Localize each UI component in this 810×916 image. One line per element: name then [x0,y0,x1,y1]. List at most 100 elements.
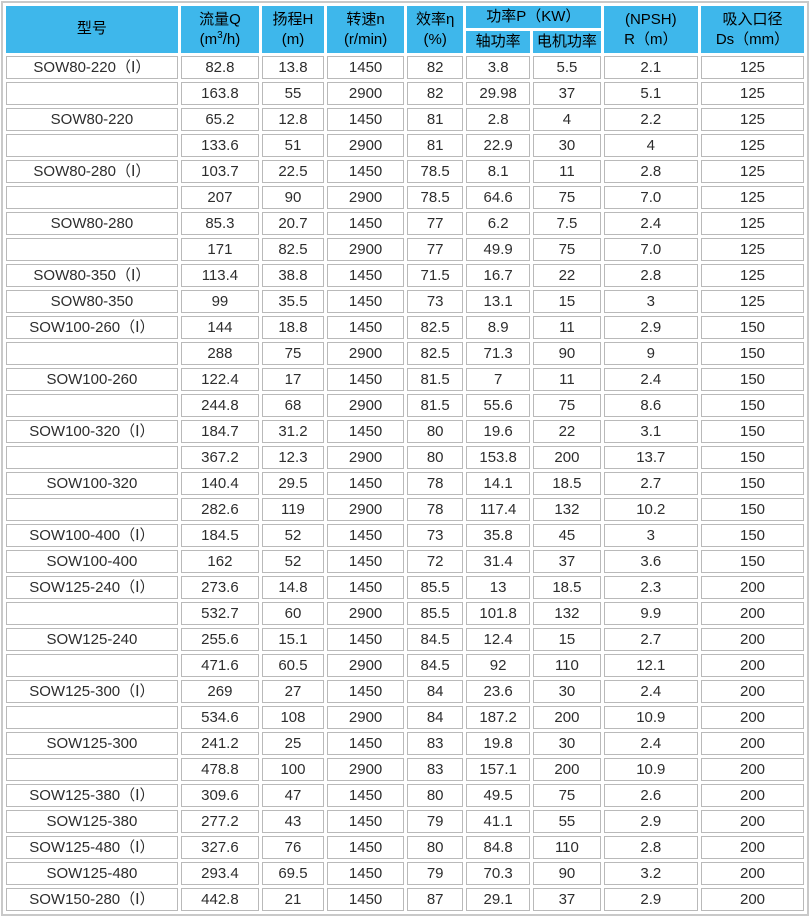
cell-motor-power: 75 [533,784,601,807]
cell-efficiency: 79 [407,810,464,833]
table-row: SOW125-480 293.4 69.5 1450 79 70.3 90 3.2 200 [6,862,804,885]
cell-speed: 1450 [326,420,405,443]
table-row: SOW125-300 241.2 25 1450 83 19.8 30 2.4 200 [6,732,804,755]
cell-npsh: 9 [603,342,698,365]
table-row: SOW100-260（Ⅰ） 144 18.8 1450 82.5 8.9 11 2.9 150 [6,316,804,339]
cell-speed: 2900 [326,654,405,677]
cell-npsh: 2.8 [603,264,698,287]
cell-head: 68 [262,394,324,417]
table-row: 478.8 100 2900 83 157.1 200 10.9 200 [6,758,804,781]
cell-shaft-power: 70.3 [466,862,531,885]
cell-head: 55 [262,82,324,105]
cell-motor-power: 110 [533,836,601,859]
cell-suction: 200 [701,680,804,703]
cell-shaft-power: 13.1 [466,290,531,313]
cell-flow: 273.6 [180,576,259,599]
table-body: SOW80-220（Ⅰ） 82.8 13.8 1450 82 3.8 5.5 2.1 125 16… [6,56,804,911]
cell-model: SOW125-300 [6,732,178,755]
table-row: SOW80-350（Ⅰ） 113.4 38.8 1450 71.5 16.7 22 2.8 12… [6,264,804,287]
cell-efficiency: 84 [407,680,464,703]
cell-flow: 122.4 [180,368,259,391]
cell-head: 31.2 [262,420,324,443]
cell-suction: 125 [701,186,804,209]
cell-suction: 125 [701,56,804,79]
cell-suction: 125 [701,134,804,157]
header-npsh-line1: (NPSH) [624,11,677,28]
header-suction-line1: 吸入口径 [722,11,783,28]
cell-speed: 1450 [326,290,405,313]
cell-speed: 1450 [326,732,405,755]
cell-speed: 1450 [326,862,405,885]
cell-npsh: 9.9 [603,602,698,625]
cell-shaft-power: 29.98 [466,82,531,105]
cell-flow: 277.2 [180,810,259,833]
cell-head: 35.5 [262,290,324,313]
table-row: 207 90 2900 78.5 64.6 75 7.0 125 [6,186,804,209]
header-shaft-power-label: 轴功率 [475,32,521,50]
cell-motor-power: 11 [533,160,601,183]
table-row: SOW100-320 140.4 29.5 1450 78 14.1 18.5 2.7 150 [6,472,804,495]
cell-efficiency: 81 [407,108,464,131]
table-row: 244.8 68 2900 81.5 55.6 75 8.6 150 [6,394,804,417]
cell-head: 17 [262,368,324,391]
cell-suction: 150 [701,394,804,417]
cell-suction: 150 [701,472,804,495]
cell-efficiency: 77 [407,212,464,235]
cell-speed: 1450 [326,680,405,703]
cell-flow: 85.3 [180,212,259,235]
cell-suction: 200 [701,758,804,781]
cell-motor-power: 55 [533,810,601,833]
cell-flow: 171 [180,238,259,261]
cell-head: 100 [262,758,324,781]
cell-npsh: 4 [603,134,698,157]
table-row: 133.6 51 2900 81 22.9 30 4 125 [6,134,804,157]
cell-motor-power: 22 [533,264,601,287]
cell-shaft-power: 7 [466,368,531,391]
cell-shaft-power: 8.1 [466,160,531,183]
cell-speed: 1450 [326,810,405,833]
header-flow: 流量Q (m3/h) [180,6,259,53]
cell-npsh: 3 [603,290,698,313]
cell-head: 21 [262,888,324,911]
cell-efficiency: 84.5 [407,628,464,651]
cell-head: 22.5 [262,160,324,183]
header-flow-line1: 流量Q [199,11,241,28]
cell-motor-power: 75 [533,186,601,209]
cell-flow: 184.7 [180,420,259,443]
cell-speed: 1450 [326,888,405,911]
cell-model: SOW125-240（Ⅰ） [6,576,178,599]
cell-shaft-power: 12.4 [466,628,531,651]
cell-shaft-power: 6.2 [466,212,531,235]
cell-motor-power: 110 [533,654,601,677]
header-speed: 转速n (r/min) [326,6,405,53]
cell-head: 52 [262,550,324,573]
cell-shaft-power: 64.6 [466,186,531,209]
cell-motor-power: 90 [533,342,601,365]
header-efficiency-line1: 效率η [415,11,455,28]
cell-model [6,82,178,105]
cell-shaft-power: 22.9 [466,134,531,157]
cell-flow: 471.6 [180,654,259,677]
cell-model: SOW80-220 [6,108,178,131]
table-row: 171 82.5 2900 77 49.9 75 7.0 125 [6,238,804,261]
cell-npsh: 2.4 [603,212,698,235]
cell-head: 52 [262,524,324,547]
cell-npsh: 10.9 [603,706,698,729]
cell-model: SOW80-280 [6,212,178,235]
cell-efficiency: 80 [407,420,464,443]
cell-shaft-power: 49.9 [466,238,531,261]
cell-speed: 2900 [326,602,405,625]
cell-efficiency: 82.5 [407,342,464,365]
cell-head: 90 [262,186,324,209]
cell-model [6,654,178,677]
cell-head: 60.5 [262,654,324,677]
table-row: SOW125-240（Ⅰ） 273.6 14.8 1450 85.5 13 18.5 2.3 2… [6,576,804,599]
cell-motor-power: 7.5 [533,212,601,235]
cell-head: 20.7 [262,212,324,235]
cell-model [6,706,178,729]
cell-efficiency: 85.5 [407,602,464,625]
cell-model: SOW100-400（Ⅰ） [6,524,178,547]
cell-motor-power: 30 [533,134,601,157]
cell-speed: 1450 [326,368,405,391]
cell-suction: 200 [701,576,804,599]
